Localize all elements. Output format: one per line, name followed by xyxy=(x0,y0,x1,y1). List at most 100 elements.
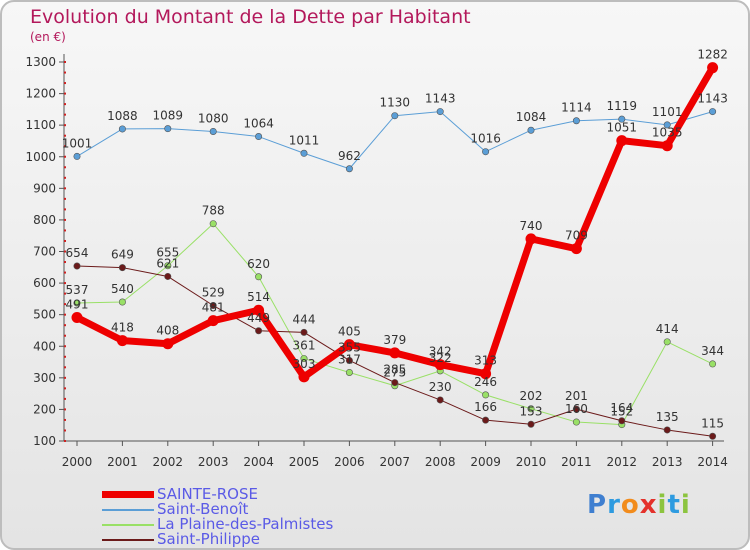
y-minor-tick xyxy=(64,166,66,169)
data-label-saint-benoit: 1016 xyxy=(470,132,501,146)
logo-letter: o xyxy=(620,490,640,520)
y-minor-tick xyxy=(64,176,66,179)
y-minor-tick xyxy=(64,239,66,242)
data-point-sainte-rose xyxy=(480,368,492,380)
data-point-saint-benoit xyxy=(527,126,535,134)
data-label-saint-benoit: 1011 xyxy=(289,133,320,147)
y-tick-label: 300 xyxy=(33,371,56,385)
y-tick-label: 1100 xyxy=(25,118,56,132)
logo-letter: P xyxy=(587,490,608,520)
x-tick-label: 2011 xyxy=(561,455,592,469)
data-point-saint-philippe xyxy=(436,396,444,404)
logo-letter: r xyxy=(607,490,621,520)
data-point-saint-philippe xyxy=(345,356,353,364)
y-tick-label: 900 xyxy=(33,181,56,195)
data-point-saint-philippe xyxy=(209,302,217,310)
y-minor-tick xyxy=(64,250,66,253)
y-minor-tick xyxy=(64,271,66,274)
y-minor-tick xyxy=(64,71,66,74)
data-point-la-plaine-des-palmistes xyxy=(572,418,580,426)
y-minor-tick xyxy=(64,134,66,137)
x-tick-label: 2000 xyxy=(62,455,93,469)
data-point-sainte-rose xyxy=(298,371,310,383)
data-point-saint-philippe xyxy=(663,426,671,434)
y-minor-tick xyxy=(64,155,66,158)
legend-label-la-plaine-des-palmistes: La Plaine-des-Palmistes xyxy=(157,515,334,533)
x-tick-label: 2006 xyxy=(334,455,365,469)
x-tick-label: 2007 xyxy=(380,455,411,469)
data-point-saint-philippe xyxy=(527,420,535,428)
chart-title: Evolution du Montant de la Dette par Hab… xyxy=(30,6,471,28)
x-tick-label: 2013 xyxy=(652,455,683,469)
legend-label-saint-philippe: Saint-Philippe xyxy=(157,530,261,548)
data-point-sainte-rose xyxy=(525,233,537,245)
data-point-saint-benoit xyxy=(345,165,353,173)
data-label-saint-benoit: 1114 xyxy=(561,101,592,115)
data-point-la-plaine-des-palmistes xyxy=(345,368,353,376)
data-label-saint-benoit: 1101 xyxy=(652,105,683,119)
y-tick-label: 400 xyxy=(33,339,56,353)
y-minor-tick xyxy=(64,408,66,411)
data-label-la-plaine-des-palmistes: 620 xyxy=(247,257,270,271)
y-minor-tick xyxy=(64,61,66,64)
x-tick-label: 2003 xyxy=(198,455,229,469)
y-minor-tick xyxy=(64,376,66,379)
data-point-saint-benoit xyxy=(391,112,399,120)
y-minor-tick xyxy=(64,197,66,200)
data-point-saint-philippe xyxy=(164,272,172,280)
x-tick-label: 2004 xyxy=(243,455,274,469)
data-label-saint-benoit: 1084 xyxy=(516,110,547,124)
data-label-saint-benoit: 1089 xyxy=(153,109,184,123)
y-minor-tick xyxy=(64,92,66,95)
y-minor-tick xyxy=(64,440,66,442)
y-minor-tick xyxy=(64,334,66,337)
y-tick-label: 1200 xyxy=(25,87,56,101)
x-tick-label: 2005 xyxy=(289,455,320,469)
data-label-saint-philippe: 230 xyxy=(429,380,452,394)
x-tick-label: 2002 xyxy=(153,455,184,469)
data-label-saint-philippe: 135 xyxy=(656,410,679,424)
data-point-sainte-rose xyxy=(207,315,219,327)
y-tick-label: 700 xyxy=(33,245,56,259)
y-minor-tick xyxy=(64,292,66,295)
data-point-la-plaine-des-palmistes xyxy=(663,338,671,346)
data-label-la-plaine-des-palmistes: 361 xyxy=(293,339,316,353)
y-tick-label: 600 xyxy=(33,276,56,290)
data-point-la-plaine-des-palmistes xyxy=(118,298,126,306)
x-tick-label: 2010 xyxy=(516,455,547,469)
data-point-saint-benoit xyxy=(164,125,172,133)
data-label-sainte-rose: 1282 xyxy=(697,48,728,62)
chart-subtitle: (en €) xyxy=(30,30,66,44)
x-tick-label: 2012 xyxy=(607,455,638,469)
y-minor-tick xyxy=(64,145,66,148)
data-label-la-plaine-des-palmistes: 344 xyxy=(701,344,724,358)
y-minor-tick xyxy=(64,387,66,390)
data-point-sainte-rose xyxy=(434,359,446,371)
data-point-saint-philippe xyxy=(709,432,717,440)
x-tick-label: 2009 xyxy=(470,455,501,469)
data-point-saint-benoit xyxy=(618,115,626,123)
data-label-saint-benoit: 1001 xyxy=(62,136,93,150)
logo-letter: i xyxy=(657,490,668,520)
data-point-la-plaine-des-palmistes xyxy=(482,391,490,399)
data-label-saint-philippe: 115 xyxy=(701,416,724,430)
y-minor-tick xyxy=(64,113,66,116)
data-point-saint-philippe xyxy=(300,328,308,336)
y-tick-label: 1000 xyxy=(25,150,56,164)
data-point-saint-benoit xyxy=(709,108,717,116)
data-label-la-plaine-des-palmistes: 322 xyxy=(429,351,452,365)
data-label-saint-philippe: 201 xyxy=(565,389,588,403)
y-minor-tick xyxy=(64,366,66,369)
data-label-sainte-rose: 303 xyxy=(293,357,316,371)
data-label-saint-benoit: 1130 xyxy=(380,96,411,110)
y-minor-tick xyxy=(64,261,66,264)
data-point-saint-benoit xyxy=(572,117,580,125)
data-label-sainte-rose: 1035 xyxy=(652,126,683,140)
data-point-la-plaine-des-palmistes xyxy=(209,220,217,228)
data-label-saint-philippe: 285 xyxy=(383,363,406,377)
data-label-saint-philippe: 449 xyxy=(247,311,270,325)
y-minor-tick xyxy=(64,429,66,432)
legend-swatch-saint-benoit xyxy=(102,509,154,511)
y-minor-tick xyxy=(64,324,66,327)
data-point-saint-philippe xyxy=(118,264,126,272)
